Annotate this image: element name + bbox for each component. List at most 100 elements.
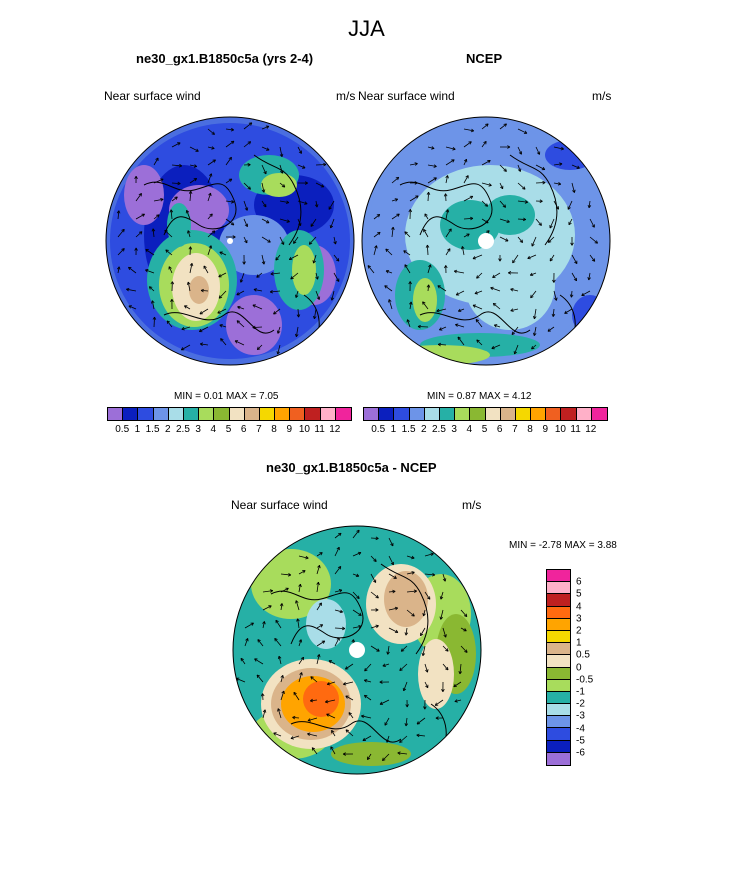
colorbar-swatch <box>153 408 169 420</box>
colorbar-tick-label: 4 <box>210 424 217 435</box>
colorbar-swatch <box>364 408 380 420</box>
panel-3-polar-map <box>232 525 482 775</box>
panel-1-polar-map <box>105 116 355 366</box>
colorbar-tick-label: -0.5 <box>576 674 594 686</box>
panel-2-colorbar <box>363 407 608 421</box>
colorbar-swatch <box>244 408 260 420</box>
panel-3-colorbar <box>546 569 571 766</box>
colorbar-swatch <box>305 408 321 420</box>
panel-2-title: NCEP <box>466 51 503 66</box>
colorbar-tick-label: 6 <box>576 576 582 588</box>
colorbar-tick-label: 2.5 <box>175 424 190 435</box>
colorbar-swatch <box>547 630 570 644</box>
colorbar-tick-label: 1 <box>134 424 141 435</box>
colorbar-swatch <box>229 408 245 420</box>
colorbar-swatch <box>547 704 570 717</box>
colorbar-tick-label: 11 <box>314 424 325 435</box>
panel-3-variable-label: Near surface wind <box>231 498 328 512</box>
colorbar-swatch <box>500 408 516 420</box>
colorbar-tick-label: 11 <box>570 424 581 435</box>
colorbar-swatch <box>259 408 276 420</box>
colorbar-tick-label: 1 <box>576 637 582 649</box>
colorbar-swatch <box>547 716 570 729</box>
colorbar-tick-label: 1 <box>390 424 397 435</box>
colorbar-tick-label: 9 <box>286 424 293 435</box>
colorbar-tick-label: 5 <box>576 588 582 600</box>
colorbar-swatch <box>547 594 570 607</box>
figure-title: JJA <box>348 16 385 41</box>
colorbar-swatch <box>547 618 570 631</box>
colorbar-swatch <box>290 408 306 420</box>
colorbar-tick-label: 6 <box>496 424 503 435</box>
colorbar-tick-label: 0 <box>576 662 582 674</box>
colorbar-swatch <box>547 667 570 680</box>
colorbar-swatch <box>546 408 562 420</box>
colorbar-swatch <box>576 408 592 420</box>
colorbar-tick-label: 9 <box>542 424 549 435</box>
colorbar-tick-label: -4 <box>576 723 585 735</box>
colorbar-tick-label: 1.5 <box>401 424 416 435</box>
panel-3-title: ne30_gx1.B1850c5a - NCEP <box>266 460 437 475</box>
colorbar-swatch <box>547 643 570 656</box>
colorbar-tick-label: -5 <box>576 735 585 747</box>
colorbar-swatch <box>123 408 139 420</box>
colorbar-swatch <box>335 408 351 420</box>
colorbar-swatch <box>199 408 215 420</box>
colorbar-swatch <box>470 408 486 420</box>
panel-1-variable-label: Near surface wind <box>104 89 201 103</box>
colorbar-tick-label: 8 <box>527 424 533 435</box>
colorbar-swatch <box>320 408 336 420</box>
colorbar-swatch <box>214 408 230 420</box>
colorbar-tick-label: 3 <box>576 613 582 625</box>
colorbar-tick-label: 12 <box>585 424 597 435</box>
colorbar-swatch <box>515 408 532 420</box>
panel-3-units-label: m/s <box>462 498 482 512</box>
colorbar-tick-label: 2 <box>164 424 171 435</box>
panel-2-polar-map <box>361 116 611 366</box>
colorbar-swatch <box>485 408 501 420</box>
colorbar-tick-label: -1 <box>576 686 585 698</box>
colorbar-tick-label: 4 <box>466 424 473 435</box>
colorbar-swatch <box>183 408 200 420</box>
panel-1-min-max: MIN = 0.01 MAX = 7.05 <box>174 391 279 402</box>
colorbar-swatch <box>547 655 570 668</box>
colorbar-tick-label: 7 <box>512 424 518 435</box>
colorbar-swatch <box>547 606 570 619</box>
colorbar-tick-label: 10 <box>298 424 310 435</box>
colorbar-swatch <box>409 408 425 420</box>
colorbar-swatch <box>547 740 570 753</box>
colorbar-tick-label: 0.5 <box>576 649 590 661</box>
colorbar-swatch <box>547 570 570 583</box>
colorbar-tick-label: 0.5 <box>371 424 386 435</box>
colorbar-tick-label: 1.5 <box>145 424 160 435</box>
colorbar-tick-label: 5 <box>225 424 232 435</box>
colorbar-tick-label: 4 <box>576 601 582 613</box>
colorbar-tick-label: -2 <box>576 698 585 710</box>
colorbar-tick-label: 2 <box>420 424 427 435</box>
panel-1-units-label: m/s <box>336 89 356 103</box>
panel-1-colorbar <box>107 407 352 421</box>
colorbar-swatch <box>168 408 184 420</box>
colorbar-tick-label: 3 <box>451 424 457 435</box>
colorbar-swatch <box>394 408 410 420</box>
panel-2-units-label: m/s <box>592 89 612 103</box>
panel-2-variable-label: Near surface wind <box>358 89 455 103</box>
colorbar-swatch <box>275 408 291 420</box>
colorbar-swatch <box>547 691 570 705</box>
colorbar-tick-label: 5 <box>481 424 488 435</box>
colorbar-swatch <box>591 408 607 420</box>
colorbar-swatch <box>547 728 570 741</box>
colorbar-tick-label: 12 <box>329 424 341 435</box>
panel-2-min-max: MIN = 0.87 MAX = 4.12 <box>427 391 532 402</box>
panel-1-title: ne30_gx1.B1850c5a (yrs 2-4) <box>136 51 314 66</box>
colorbar-tick-label: 8 <box>271 424 277 435</box>
colorbar-tick-label: -6 <box>576 747 585 759</box>
colorbar-swatch <box>547 679 570 692</box>
colorbar-swatch <box>547 752 570 765</box>
colorbar-swatch <box>561 408 577 420</box>
colorbar-tick-label: 6 <box>240 424 247 435</box>
colorbar-swatch <box>547 582 570 595</box>
colorbar-tick-label: 7 <box>256 424 262 435</box>
colorbar-swatch <box>439 408 456 420</box>
colorbar-tick-label: 2.5 <box>431 424 446 435</box>
